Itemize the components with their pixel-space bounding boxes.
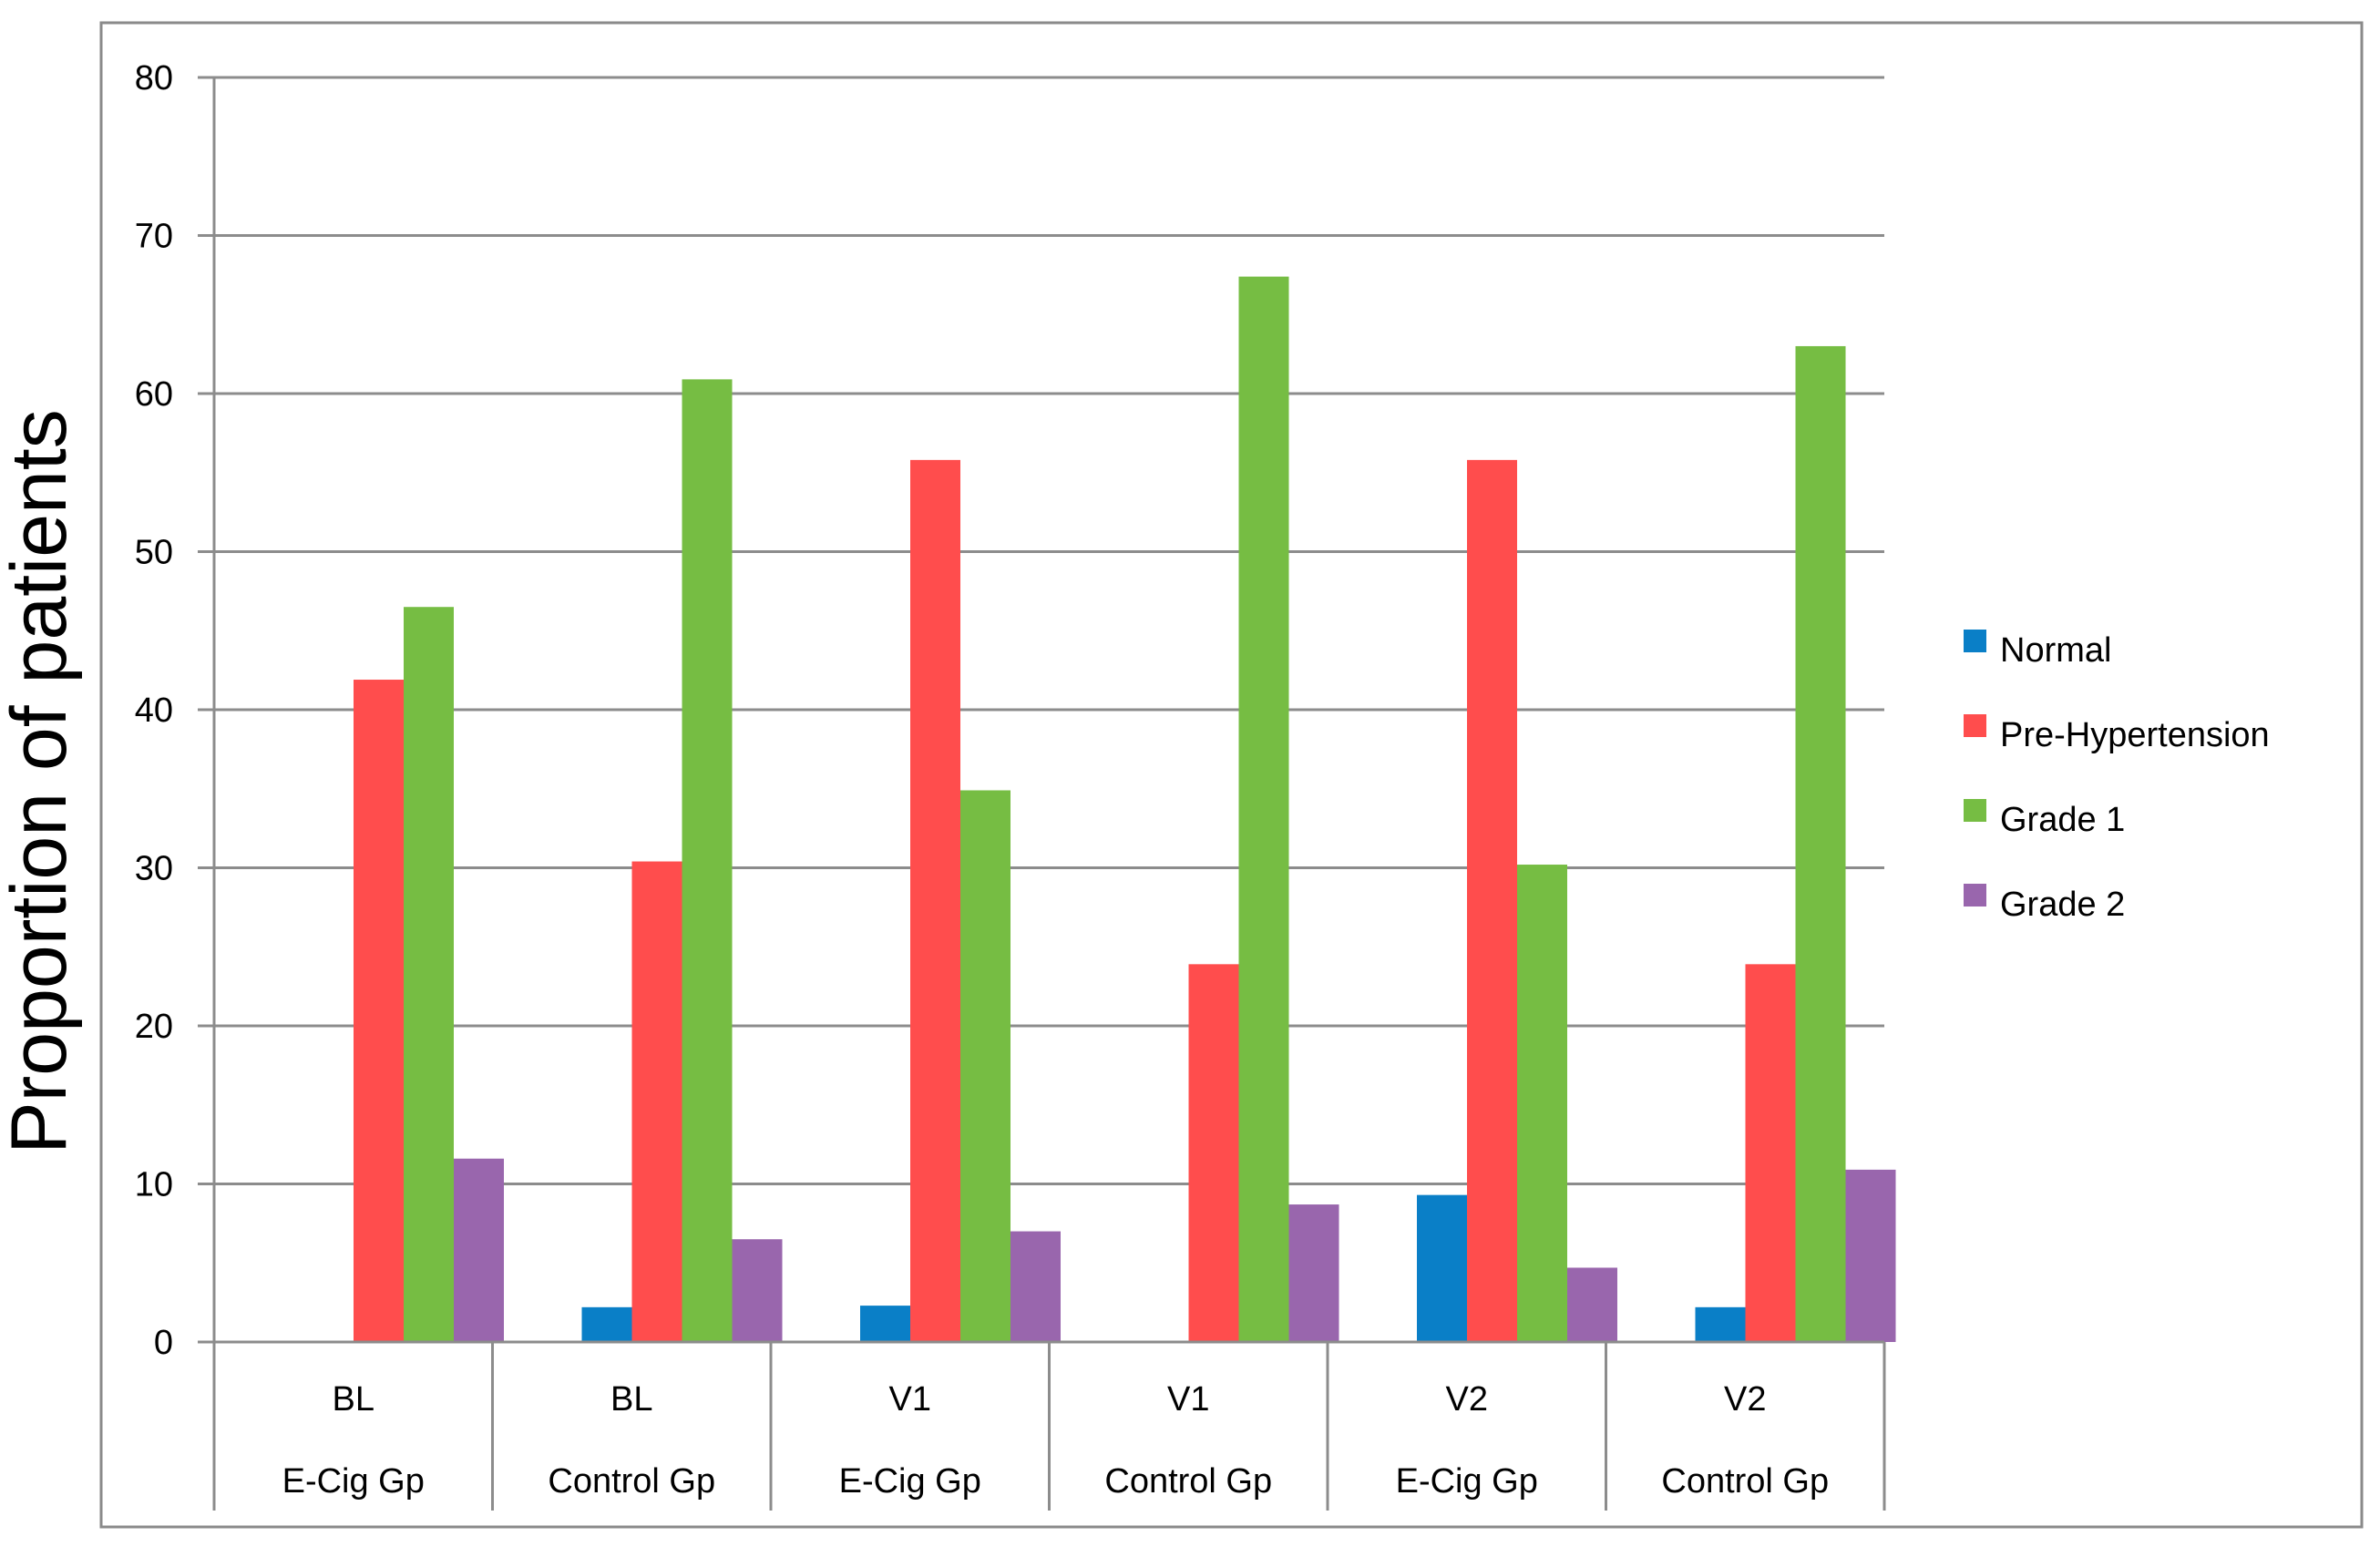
legend-swatch xyxy=(1964,714,1986,737)
y-axis-label: Proportion of patients xyxy=(0,409,83,1154)
bar-normal xyxy=(1695,1306,1746,1342)
bars xyxy=(354,276,1896,1343)
bar-grade-1 xyxy=(1238,276,1289,1342)
bar-grade-2 xyxy=(1010,1231,1061,1342)
x-tick-label-group: Control Gp xyxy=(1104,1462,1272,1501)
x-tick-label-visit: V1 xyxy=(889,1380,931,1419)
legend-label: Grade 2 xyxy=(2000,886,2125,924)
legend-swatch xyxy=(1964,884,1986,907)
bar-normal xyxy=(1417,1194,1467,1342)
bar-pre-hypertension xyxy=(631,861,682,1342)
x-tick-label-visit: V2 xyxy=(1446,1380,1488,1419)
bar-grade-2 xyxy=(1288,1204,1339,1342)
legend-swatch xyxy=(1964,630,1986,652)
x-tick-label-group: E-Cig Gp xyxy=(839,1462,981,1501)
x-tick-label-group: Control Gp xyxy=(1661,1462,1829,1501)
bar-pre-hypertension xyxy=(1745,964,1796,1342)
y-tick-label: 20 xyxy=(135,1008,173,1046)
y-tick-label: 10 xyxy=(135,1166,173,1204)
bar-grade-2 xyxy=(1567,1267,1617,1342)
x-category-labels: BL E-Cig Gp BL Control Gp V1 E-Cig Gp V1 Contro… xyxy=(282,1380,1830,1501)
x-tick-label-visit: V1 xyxy=(1167,1380,1209,1419)
y-tick-labels: 0 10 20 30 40 50 60 70 80 xyxy=(135,59,173,1362)
bar-normal xyxy=(581,1306,632,1342)
bar-grade-1 xyxy=(404,607,454,1342)
bar-pre-hypertension xyxy=(354,680,404,1342)
x-tick-label-visit: BL xyxy=(333,1380,374,1419)
y-tick-label: 0 xyxy=(154,1324,173,1362)
bar-grade-1 xyxy=(1517,865,1567,1342)
bar-normal xyxy=(860,1306,910,1342)
y-tick-label: 30 xyxy=(135,850,173,888)
y-tick-label: 60 xyxy=(135,375,173,414)
bar-pre-hypertension xyxy=(910,459,960,1342)
x-tick-label-visit: V2 xyxy=(1724,1380,1766,1419)
y-tick-label: 50 xyxy=(135,534,173,572)
legend-label: Grade 1 xyxy=(2000,801,2125,839)
bar-grade-1 xyxy=(1795,345,1846,1343)
bar-pre-hypertension xyxy=(1467,459,1517,1342)
bar-grade-1 xyxy=(960,790,1010,1342)
x-tick-label-group: E-Cig Gp xyxy=(282,1462,425,1501)
x-tick-label-visit: BL xyxy=(610,1380,652,1419)
legend: Normal Pre-Hypertension Grade 1 Grade 2 xyxy=(1964,630,2270,924)
bar-grade-2 xyxy=(454,1158,504,1342)
bar-grade-2 xyxy=(732,1239,783,1342)
y-tick-label: 40 xyxy=(135,691,173,730)
bar-pre-hypertension xyxy=(1188,964,1239,1342)
y-tick-label: 80 xyxy=(135,59,173,97)
x-tick-label-group: E-Cig Gp xyxy=(1396,1462,1538,1501)
bar-grade-1 xyxy=(682,379,733,1342)
legend-label: Normal xyxy=(2000,631,2111,670)
bar-grade-2 xyxy=(1845,1169,1896,1342)
legend-label: Pre-Hypertension xyxy=(2000,716,2270,754)
axes xyxy=(212,77,1886,1511)
legend-swatch xyxy=(1964,799,1986,822)
x-tick-label-group: Control Gp xyxy=(548,1462,715,1501)
y-tick-label: 70 xyxy=(135,218,173,256)
